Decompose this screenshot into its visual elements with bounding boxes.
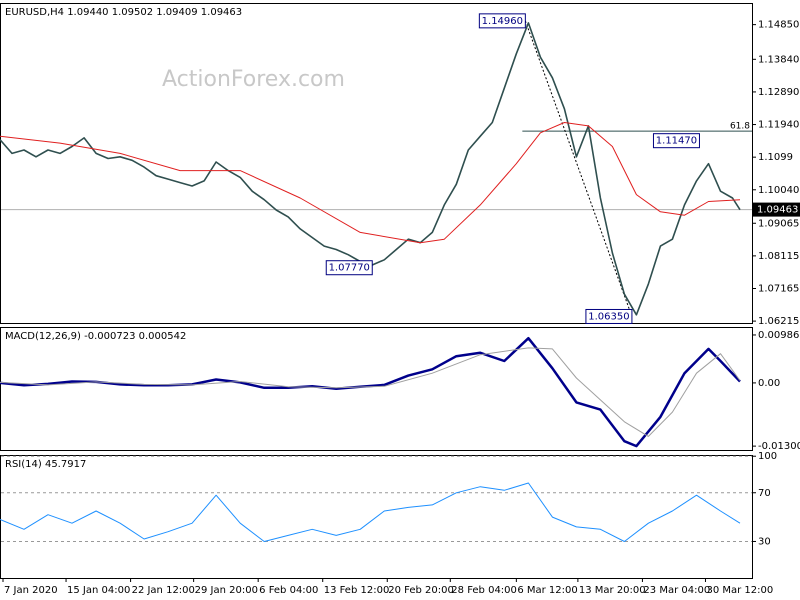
last-price-box (753, 202, 800, 217)
annotation-box (325, 260, 373, 276)
series-line (0, 122, 741, 244)
y-tick-label: -0.013002 (758, 441, 800, 452)
annotation-box (585, 308, 633, 324)
trendline (524, 20, 633, 317)
annotation-box (478, 13, 526, 29)
y-tick-label: 0.009862 (758, 330, 800, 341)
y-tick-label: 1.06215 (758, 316, 799, 327)
y-tick-label: 1.14850 (758, 20, 799, 31)
series-line (0, 347, 741, 437)
annotation-label: 1.14960 (482, 16, 523, 27)
panel-title: RSI(14) 45.7917 (5, 459, 86, 470)
y-tick-label: 1.11940 (758, 120, 799, 131)
annotation-label: 1.11470 (656, 136, 697, 147)
y-tick-label: 1.07165 (758, 283, 799, 294)
x-tick-label: 23 Mar 04:00 (643, 585, 710, 596)
x-tick-label: 6 Feb 04:00 (259, 585, 318, 596)
annotation-label: 1.07770 (329, 263, 370, 274)
y-tick-label: 0.00 (758, 378, 780, 389)
annotation-box (652, 133, 700, 149)
y-tick-label: 30 (758, 536, 771, 547)
x-tick-label: 20 Feb 20:00 (388, 585, 454, 596)
x-tick-label: 6 Mar 12:00 (517, 585, 577, 596)
y-tick-label: 1.1099 (758, 152, 793, 163)
y-tick-label: 1.13840 (758, 54, 799, 65)
x-tick-label: 13 Mar 20:00 (579, 585, 646, 596)
x-tick-label: 28 Feb 04:00 (451, 585, 517, 596)
y-tick-label: 1.09065 (758, 218, 799, 229)
panel-title: MACD(12,26,9) -0.000723 0.000542 (5, 331, 186, 342)
fib-label: 61.8 (730, 122, 750, 132)
panel-frame (0, 3, 753, 324)
x-tick-label: 29 Jan 20:00 (195, 585, 258, 596)
x-tick-label: 13 Feb 12:00 (324, 585, 390, 596)
x-tick-label: 22 Jan 12:00 (132, 585, 195, 596)
last-price-label: 1.09463 (757, 205, 798, 216)
watermark: ActionForex.com (162, 67, 345, 92)
annotation-label: 1.06350 (588, 311, 629, 322)
y-tick-label: 100 (758, 451, 777, 462)
series-line (0, 336, 741, 448)
series-line (0, 482, 741, 542)
y-tick-label: 1.10040 (758, 185, 799, 196)
y-tick-label: 1.08115 (758, 251, 799, 262)
y-tick-label: 70 (758, 488, 771, 499)
panel-frame (0, 327, 753, 451)
x-tick-label: 30 Mar 12:00 (706, 585, 773, 596)
x-tick-label: 15 Jan 04:00 (67, 585, 130, 596)
y-tick-label: 1.12890 (758, 87, 799, 98)
panel-title: EURUSD,H4 1.09440 1.09502 1.09409 1.0946… (5, 7, 242, 18)
x-tick-label: 7 Jan 2020 (4, 585, 58, 596)
